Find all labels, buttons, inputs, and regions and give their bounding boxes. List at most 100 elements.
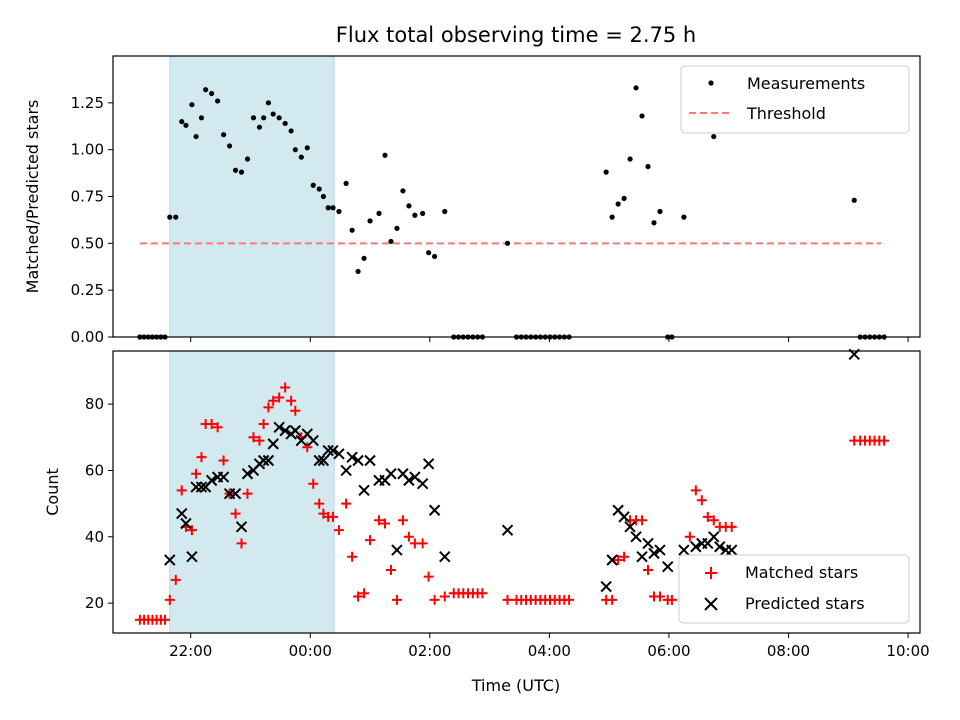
- matched-stars-point: [564, 595, 574, 605]
- matched-stars-point: [398, 515, 408, 525]
- predicted-stars-point: [359, 485, 369, 495]
- matched-stars-point: [386, 565, 396, 575]
- matched-stars-point: [392, 595, 402, 605]
- legend-measurements-label: Measurements: [747, 74, 865, 93]
- measurement-point: [239, 170, 244, 175]
- measurement-point: [317, 186, 322, 191]
- measurement-point: [261, 115, 266, 120]
- measurement-point: [852, 198, 857, 203]
- measurement-point: [293, 147, 298, 152]
- measurement-point: [627, 156, 632, 161]
- measurement-point: [221, 132, 226, 137]
- measurement-point: [412, 213, 417, 218]
- measurement-point: [209, 91, 214, 96]
- measurement-point: [651, 220, 656, 225]
- measurement-point: [432, 254, 437, 259]
- predicted-stars-point: [643, 538, 653, 548]
- measurement-point: [167, 215, 172, 220]
- predicted-stars-point: [424, 459, 434, 469]
- measurement-point: [266, 100, 271, 105]
- measurement-point: [400, 188, 405, 193]
- matched-stars-point: [879, 436, 889, 446]
- matched-stars-point: [341, 499, 351, 509]
- measurement-point: [394, 226, 399, 231]
- measurement-point: [251, 115, 256, 120]
- measurement-point: [442, 209, 447, 214]
- predicted-stars-point: [709, 532, 719, 542]
- measurement-point: [376, 211, 381, 216]
- x-tick-label: 00:00: [289, 642, 332, 660]
- y-tick-label: 0.75: [71, 188, 104, 206]
- measurement-point: [350, 228, 355, 233]
- measurement-point: [645, 164, 650, 169]
- bottom-y-axis-label: Count: [43, 468, 62, 516]
- matched-stars-point: [607, 595, 617, 605]
- predicted-stars-point: [418, 479, 428, 489]
- matched-stars-point: [418, 538, 428, 548]
- matched-stars-point: [430, 595, 440, 605]
- matched-stars-point: [365, 535, 375, 545]
- matched-stars-point: [347, 552, 357, 562]
- measurement-point: [289, 128, 294, 133]
- matched-stars-point: [637, 515, 647, 525]
- matched-stars-point: [685, 532, 695, 542]
- x-tick-label: 22:00: [169, 642, 212, 660]
- measurement-point: [305, 145, 310, 150]
- measurement-point: [610, 215, 615, 220]
- measurement-point: [681, 215, 686, 220]
- matched-stars-point: [404, 532, 414, 542]
- top-y-axis-label: Matched/Predicted stars: [23, 100, 42, 294]
- y-tick-label: 1.25: [71, 94, 104, 112]
- measurement-point: [311, 183, 316, 188]
- measurement-point: [711, 134, 716, 139]
- measurement-point: [193, 134, 198, 139]
- measurement-point: [426, 250, 431, 255]
- legend-predicted-label: Predicted stars: [745, 594, 865, 613]
- measurement-point: [657, 209, 662, 214]
- measurement-point: [361, 256, 366, 261]
- measurement-point: [330, 205, 335, 210]
- chart-title: Flux total observing time = 2.75 h: [336, 23, 696, 47]
- measurement-point: [382, 153, 387, 158]
- y-tick-label: 1.00: [71, 141, 104, 159]
- measurement-point: [199, 115, 204, 120]
- predicted-stars-point: [679, 545, 689, 555]
- measurement-point: [227, 143, 232, 148]
- measurement-point: [604, 170, 609, 175]
- predicted-stars-point: [392, 545, 402, 555]
- x-tick-label: 06:00: [647, 642, 690, 660]
- predicted-stars-point: [631, 532, 641, 542]
- y-tick-label: 0.25: [71, 281, 104, 299]
- matched-stars-point: [697, 495, 707, 505]
- measurement-point: [203, 87, 208, 92]
- predicted-stars-point: [440, 552, 450, 562]
- shaded-observing-window: [170, 351, 334, 633]
- y-tick-label: 0.00: [71, 328, 104, 346]
- measurement-point: [183, 123, 188, 128]
- measurement-point: [257, 125, 262, 130]
- matched-stars-point: [440, 592, 450, 602]
- measurement-point: [215, 98, 220, 103]
- x-tick-label: 02:00: [408, 642, 451, 660]
- y-tick-label: 0.50: [71, 234, 104, 252]
- legend-threshold-label: Threshold: [746, 104, 826, 123]
- measurement-point: [245, 156, 250, 161]
- measurement-point: [344, 181, 349, 186]
- measurement-point: [189, 102, 194, 107]
- x-axis-label: Time (UTC): [471, 676, 560, 695]
- measurement-point: [388, 239, 393, 244]
- measurement-point: [420, 211, 425, 216]
- matched-stars-point: [727, 522, 737, 532]
- legend-matched-label: Matched stars: [745, 563, 858, 582]
- y-tick-label: 40: [85, 528, 104, 546]
- top-legend: Measurements Threshold: [681, 66, 909, 133]
- measurement-point: [321, 194, 326, 199]
- x-tick-label: 04:00: [528, 642, 571, 660]
- measurement-point: [639, 113, 644, 118]
- shaded-observing-window: [170, 56, 334, 337]
- bottom-legend: Matched stars Predicted stars: [679, 555, 909, 623]
- measurement-point: [299, 155, 304, 160]
- chart: Flux total observing time = 2.75 h 0.00 0…: [0, 0, 960, 720]
- predicted-stars-point: [430, 505, 440, 515]
- y-tick-label: 20: [85, 594, 104, 612]
